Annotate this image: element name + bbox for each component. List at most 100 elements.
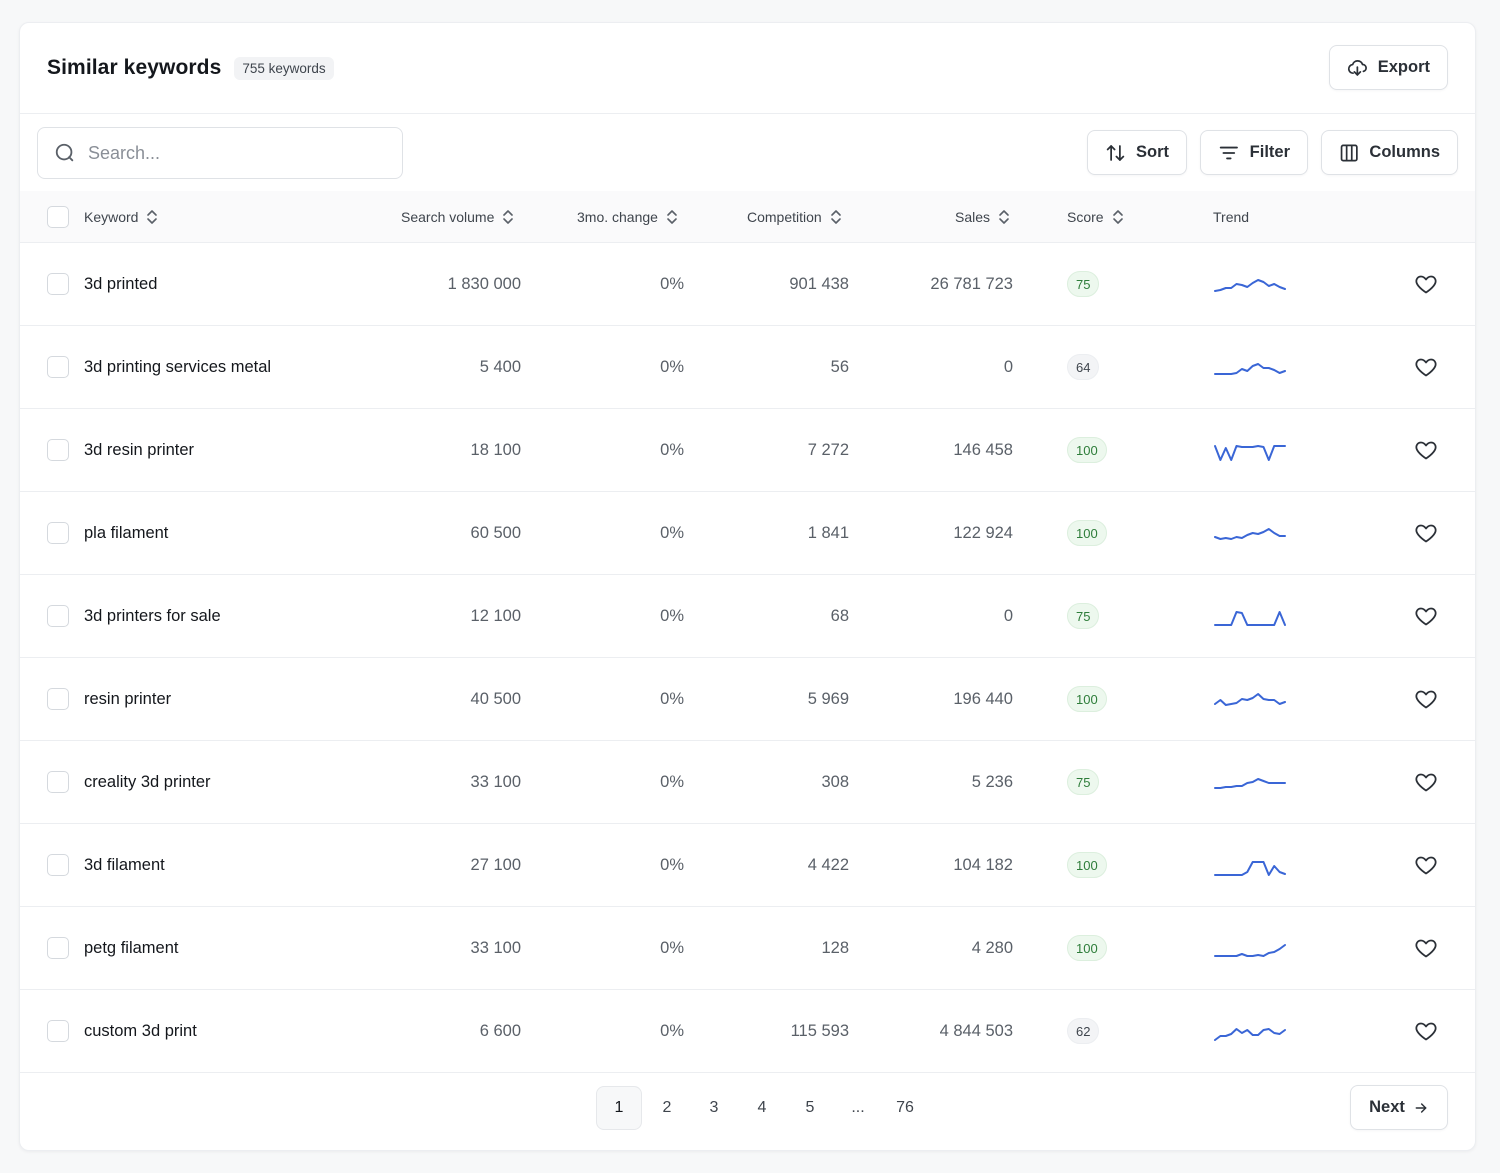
search-volume-cell: 6 600 xyxy=(479,1021,521,1040)
keyword-cell[interactable]: 3d printers for sale xyxy=(84,606,221,625)
page-5-button[interactable]: 5 xyxy=(805,1099,815,1116)
row-checkbox[interactable] xyxy=(47,771,69,793)
table-row[interactable]: 3d printers for sale 12 100 0% 68 0 75 xyxy=(20,575,1475,658)
trend-sparkline xyxy=(1214,944,1286,957)
row-checkbox[interactable] xyxy=(47,522,69,544)
table-row[interactable]: resin printer 40 500 0% 5 969 196 440 100 xyxy=(20,658,1475,741)
keyword-cell[interactable]: 3d printing services metal xyxy=(84,357,272,376)
similar-keywords-card: Similar keywords 755 keywords Export Sea… xyxy=(19,22,1476,1151)
table-row[interactable]: 3d resin printer 18 100 0% 7 272 146 458 100 xyxy=(20,409,1475,492)
trend-line xyxy=(1214,1028,1286,1041)
column-header-keyword[interactable]: Keyword xyxy=(84,191,158,243)
keyword-cell[interactable]: 3d printed xyxy=(84,274,158,293)
favorite-button[interactable] xyxy=(1414,521,1438,550)
page-76-button[interactable]: 76 xyxy=(896,1099,914,1116)
keyword-cell[interactable]: 3d filament xyxy=(84,855,165,874)
select-all-checkbox[interactable] xyxy=(47,206,69,228)
column-header-competition[interactable]: Competition xyxy=(747,191,842,243)
table-row[interactable]: 3d printed 1 830 000 0% 901 438 26 781 723 75 xyxy=(20,243,1475,326)
column-header-sales[interactable]: Sales xyxy=(955,191,1010,243)
table-row[interactable]: custom 3d print 6 600 0% 115 593 4 844 503 62 xyxy=(20,990,1475,1073)
page-1-button[interactable]: 1 xyxy=(596,1086,642,1130)
favorite-button[interactable] xyxy=(1414,770,1438,799)
cloud-download-icon xyxy=(1347,59,1367,76)
heart-icon xyxy=(1415,939,1437,958)
row-checkbox[interactable] xyxy=(47,439,69,461)
column-header-trend: Trend xyxy=(1213,209,1250,225)
sales-cell: 0 xyxy=(1003,606,1013,625)
heart-icon xyxy=(1415,773,1437,792)
score-badge: 100 xyxy=(1067,520,1107,546)
columns-icon xyxy=(1340,143,1358,162)
favorite-button[interactable] xyxy=(1414,1019,1438,1048)
search-volume-cell: 33 100 xyxy=(470,938,521,957)
keyword-cell[interactable]: 3d resin printer xyxy=(84,440,195,459)
search-placeholder: Search... xyxy=(88,142,161,163)
sales-cell: 5 236 xyxy=(971,772,1013,791)
competition-cell: 1 841 xyxy=(807,523,849,542)
heart-icon xyxy=(1415,275,1437,294)
row-checkbox[interactable] xyxy=(47,356,69,378)
change-cell: 0% xyxy=(660,1021,684,1040)
column-header-search-volume[interactable]: Search volume xyxy=(401,191,514,243)
change-cell: 0% xyxy=(660,440,684,459)
score-badge: 100 xyxy=(1067,935,1107,961)
favorite-button[interactable] xyxy=(1414,438,1438,467)
score-badge: 75 xyxy=(1067,271,1100,297)
table-row[interactable]: pla filament 60 500 0% 1 841 122 924 100 xyxy=(20,492,1475,575)
keyword-cell[interactable]: pla filament xyxy=(84,523,169,542)
column-header-3mo-change[interactable]: 3mo. change xyxy=(577,191,678,243)
sort-label: Sort xyxy=(1136,143,1169,161)
filter-button[interactable]: Filter xyxy=(1200,130,1308,175)
score-badge: 100 xyxy=(1067,852,1107,878)
heart-icon xyxy=(1415,358,1437,377)
favorite-button[interactable] xyxy=(1414,272,1438,301)
row-checkbox[interactable] xyxy=(47,688,69,710)
competition-cell: 901 438 xyxy=(789,274,849,293)
row-checkbox[interactable] xyxy=(47,605,69,627)
table-row[interactable]: petg filament 33 100 0% 128 4 280 100 xyxy=(20,907,1475,990)
trend-sparkline xyxy=(1214,445,1286,461)
sort-button[interactable]: Sort xyxy=(1087,130,1187,175)
sort-chevrons-icon xyxy=(999,210,1009,224)
sales-cell: 26 781 723 xyxy=(930,274,1013,293)
search-volume-cell: 5 400 xyxy=(479,357,521,376)
keyword-cell[interactable]: custom 3d print xyxy=(84,1021,197,1040)
favorite-button[interactable] xyxy=(1414,604,1438,633)
keyword-cell[interactable]: petg filament xyxy=(84,938,179,957)
sales-cell: 0 xyxy=(1003,357,1013,376)
row-checkbox[interactable] xyxy=(47,1020,69,1042)
search-volume-cell: 18 100 xyxy=(470,440,521,459)
favorite-button[interactable] xyxy=(1414,355,1438,384)
page-3-button[interactable]: 3 xyxy=(709,1099,719,1116)
card-header: Similar keywords 755 keywords Export xyxy=(20,23,1475,114)
page-2-button[interactable]: 2 xyxy=(662,1099,672,1116)
row-checkbox[interactable] xyxy=(47,937,69,959)
table-row[interactable]: 3d filament 27 100 0% 4 422 104 182 100 xyxy=(20,824,1475,907)
favorite-button[interactable] xyxy=(1414,687,1438,716)
trend-sparkline xyxy=(1214,778,1286,789)
table-row[interactable]: 3d printing services metal 5 400 0% 56 0 64 xyxy=(20,326,1475,409)
favorite-button[interactable] xyxy=(1414,936,1438,965)
favorite-button[interactable] xyxy=(1414,853,1438,882)
pagination-ellipsis: ... xyxy=(851,1099,865,1116)
keyword-cell[interactable]: creality 3d printer xyxy=(84,772,211,791)
competition-cell: 56 xyxy=(830,357,849,376)
change-cell: 0% xyxy=(660,606,684,625)
page-4-button[interactable]: 4 xyxy=(757,1099,767,1116)
columns-button[interactable]: Columns xyxy=(1321,130,1458,175)
competition-cell: 4 422 xyxy=(807,855,849,874)
table-row[interactable]: creality 3d printer 33 100 0% 308 5 236 75 xyxy=(20,741,1475,824)
row-checkbox[interactable] xyxy=(47,854,69,876)
change-cell: 0% xyxy=(660,772,684,791)
row-checkbox[interactable] xyxy=(47,273,69,295)
next-page-button[interactable]: Next xyxy=(1350,1085,1448,1130)
trend-line xyxy=(1214,528,1286,540)
export-button[interactable]: Export xyxy=(1329,45,1448,90)
sort-chevrons-icon xyxy=(830,210,841,224)
keyword-cell[interactable]: resin printer xyxy=(84,689,172,708)
search-icon xyxy=(55,143,74,162)
column-header-score[interactable]: Score xyxy=(1067,191,1124,243)
search-input[interactable]: Search... xyxy=(37,127,403,179)
sales-cell: 4 280 xyxy=(971,938,1013,957)
